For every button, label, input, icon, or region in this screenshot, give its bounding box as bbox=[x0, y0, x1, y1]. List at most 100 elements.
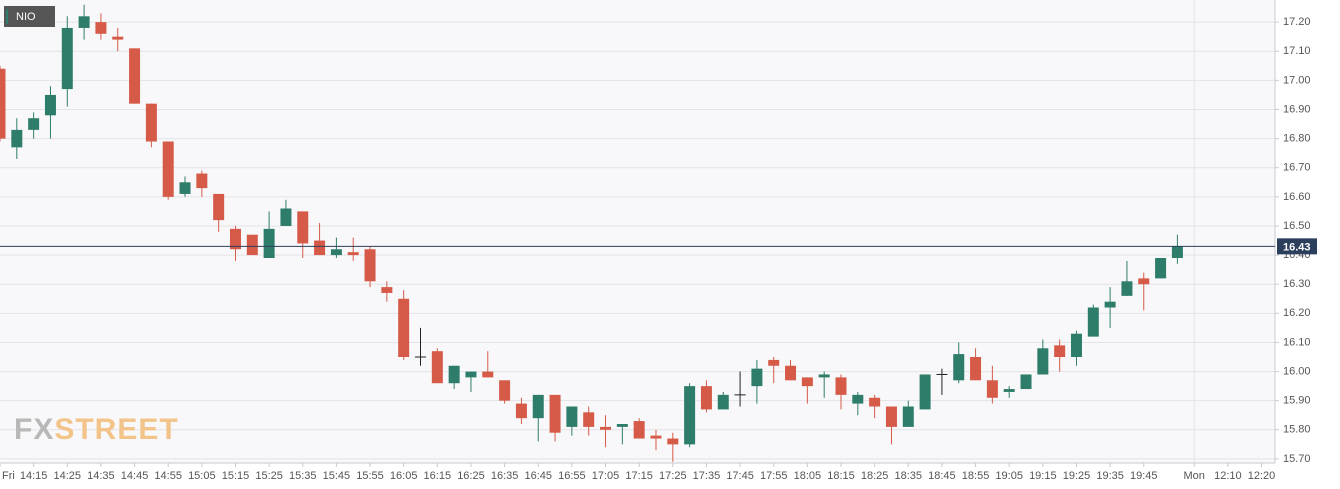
x-tick-label: 15:25 bbox=[255, 470, 283, 482]
x-tick-label: 15:45 bbox=[323, 470, 351, 482]
candle-body bbox=[1020, 374, 1032, 390]
candle-body bbox=[818, 374, 830, 378]
grid bbox=[0, 0, 1275, 463]
candle-body bbox=[112, 36, 124, 40]
y-tick-label: 17.20 bbox=[1283, 16, 1311, 28]
candles bbox=[0, 4, 1183, 462]
candle-body bbox=[229, 228, 241, 250]
candle-body bbox=[44, 94, 56, 116]
candle-body bbox=[785, 365, 797, 381]
plot-area bbox=[0, 0, 1275, 463]
candle-body bbox=[633, 421, 645, 439]
candle-body bbox=[280, 208, 292, 226]
x-tick-label: 16:45 bbox=[524, 470, 552, 482]
candle-body bbox=[869, 397, 881, 407]
candle-body bbox=[970, 357, 982, 381]
candle-body bbox=[129, 48, 141, 104]
candle-body bbox=[145, 103, 157, 142]
candle-body bbox=[1070, 333, 1082, 358]
candle-body bbox=[263, 228, 275, 258]
y-tick-label: 16.80 bbox=[1283, 133, 1311, 145]
candle-body bbox=[11, 129, 23, 148]
x-tick-label: 17:15 bbox=[625, 470, 653, 482]
watermark: FXSTREET bbox=[14, 413, 179, 446]
candle-body bbox=[381, 287, 393, 293]
x-tick-label: 18:35 bbox=[895, 470, 923, 482]
x-tick-label: 18:25 bbox=[861, 470, 889, 482]
candle-body bbox=[314, 240, 326, 256]
legend-box bbox=[4, 6, 55, 27]
candle-body bbox=[684, 386, 696, 445]
candle-body bbox=[1087, 307, 1099, 337]
y-tick-label: 16.50 bbox=[1283, 220, 1311, 232]
x-tick-label: 17:05 bbox=[592, 470, 620, 482]
candle-body bbox=[650, 435, 662, 439]
y-tick-label: 16.00 bbox=[1283, 365, 1311, 377]
candle-body bbox=[600, 426, 612, 430]
x-tick-label: 15:15 bbox=[222, 470, 250, 482]
candle-body bbox=[885, 406, 897, 427]
y-tick-label: 16.70 bbox=[1283, 162, 1311, 174]
candle-body bbox=[499, 380, 511, 401]
x-tick-label: 17:55 bbox=[760, 470, 788, 482]
candle-body bbox=[1121, 281, 1133, 296]
y-tick-label: 16.60 bbox=[1283, 191, 1311, 203]
candle-body bbox=[448, 365, 460, 384]
candle-body bbox=[246, 234, 258, 256]
candle-body bbox=[532, 394, 544, 419]
last-price-label: 16.43 bbox=[1283, 241, 1311, 253]
candle-body bbox=[1003, 389, 1015, 392]
candle-body bbox=[1054, 345, 1066, 358]
y-tick-label: 17.10 bbox=[1283, 45, 1311, 57]
y-tick-label: 15.70 bbox=[1283, 453, 1311, 465]
candle-body bbox=[162, 141, 174, 197]
candle-body bbox=[717, 394, 729, 410]
y-tick-label: 16.30 bbox=[1283, 278, 1311, 290]
x-tick-label: 17:25 bbox=[659, 470, 687, 482]
candle-body bbox=[667, 438, 679, 445]
candle-body bbox=[1138, 278, 1150, 285]
x-tick-label: 14:45 bbox=[121, 470, 149, 482]
x-tick-label: 14:35 bbox=[87, 470, 115, 482]
candle-body bbox=[28, 118, 40, 130]
candle-body bbox=[179, 182, 191, 194]
last-price-box bbox=[1277, 238, 1317, 255]
y-tick-label: 15.80 bbox=[1283, 424, 1311, 436]
candle-body bbox=[835, 377, 847, 395]
candle-body bbox=[1104, 301, 1116, 308]
candle-body bbox=[196, 173, 208, 189]
candle-body bbox=[1171, 246, 1183, 258]
x-tick-label: 14:15 bbox=[20, 470, 48, 482]
x-tick-label: 15:05 bbox=[188, 470, 216, 482]
x-tick-label: 16:55 bbox=[558, 470, 586, 482]
candle-body bbox=[1155, 257, 1167, 279]
candle-body bbox=[364, 249, 376, 282]
candle-body bbox=[852, 394, 864, 404]
legend: NIO bbox=[4, 6, 55, 27]
candle-body bbox=[734, 394, 746, 396]
x-tick-label: 19:15 bbox=[1029, 470, 1057, 482]
candle-body bbox=[902, 406, 914, 427]
candle-body bbox=[398, 298, 410, 358]
candle-body bbox=[919, 374, 931, 410]
legend-swatch bbox=[6, 9, 8, 24]
x-tick-label: 18:45 bbox=[928, 470, 956, 482]
candle-body bbox=[751, 368, 763, 387]
candle-body bbox=[95, 22, 107, 34]
x-tick-label: 16:15 bbox=[424, 470, 452, 482]
x-tick-label: 14:55 bbox=[154, 470, 182, 482]
candle-body bbox=[78, 16, 90, 28]
y-tick-label: 17.00 bbox=[1283, 74, 1311, 86]
y-tick-label: 15.90 bbox=[1283, 395, 1311, 407]
candle-body bbox=[1037, 348, 1049, 375]
legend-label: NIO bbox=[16, 11, 36, 23]
candle-body bbox=[0, 68, 6, 139]
watermark-street: STREET bbox=[54, 413, 178, 446]
x-tick-label: 12:10 bbox=[1214, 470, 1242, 482]
candle-body bbox=[801, 377, 813, 387]
candle-body bbox=[986, 380, 998, 398]
x-tick-label: 19:45 bbox=[1130, 470, 1158, 482]
candle-body bbox=[700, 386, 712, 410]
candle-body bbox=[549, 394, 561, 433]
candle-body bbox=[515, 403, 527, 419]
